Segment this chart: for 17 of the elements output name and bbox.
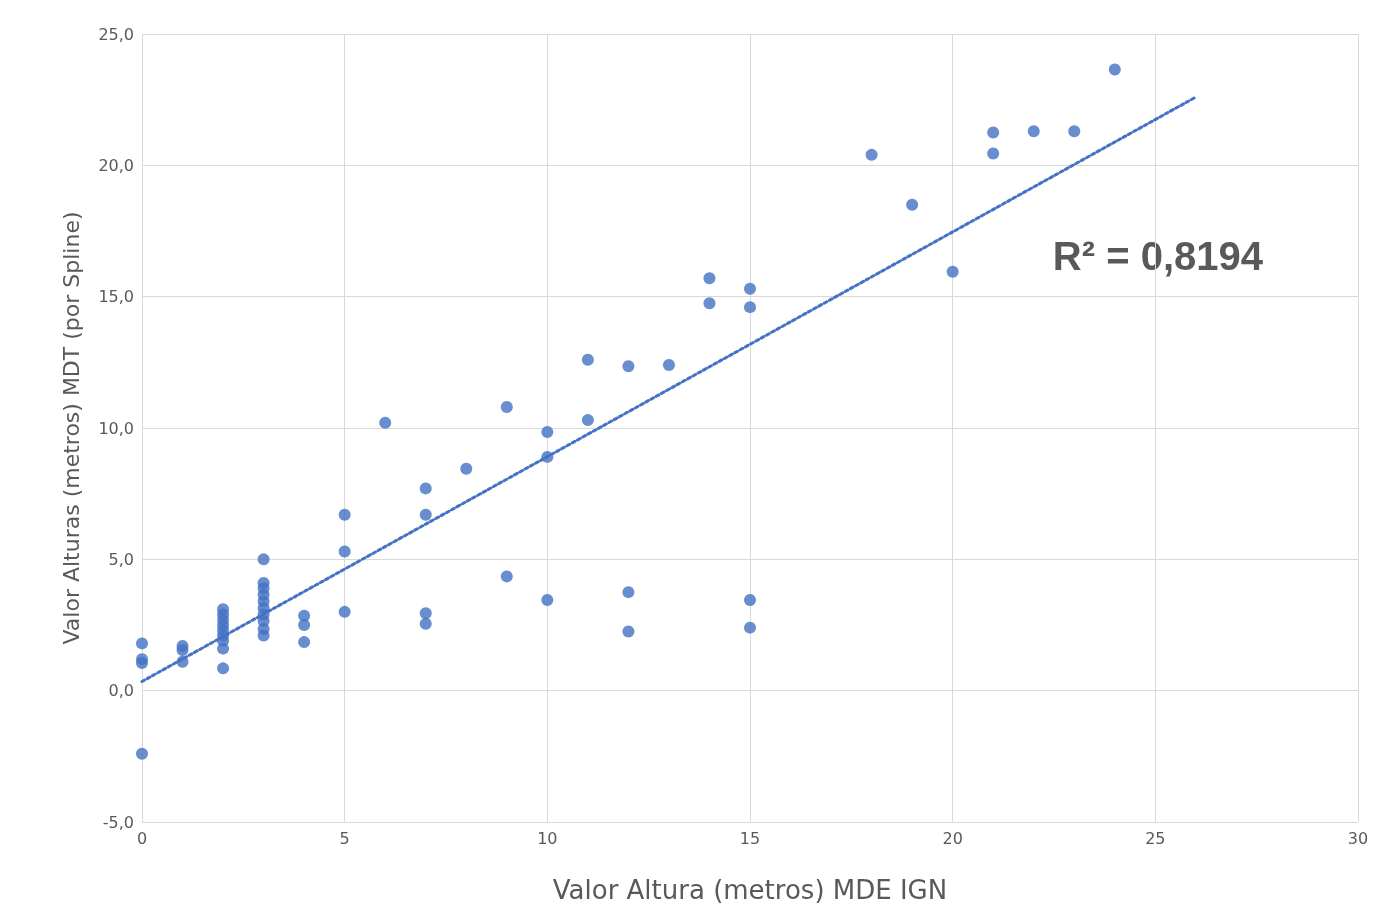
annotation: R² = 0,8194	[1052, 234, 1264, 278]
x-tick-label: 25	[1145, 828, 1166, 848]
x-axis-title: Valor Altura (metros) MDE IGN	[552, 875, 948, 905]
y-tick-label: 25,0	[98, 24, 134, 44]
x-tick-label: 30	[1347, 828, 1369, 848]
x-tick-label: 20	[942, 828, 963, 848]
x-tick-label: 0	[136, 828, 148, 848]
y-tick-label: 15,0	[98, 287, 134, 307]
x-tick-label: 10	[537, 828, 558, 848]
x-tick-label: 5	[339, 828, 350, 848]
y-tick-label: 0,0	[108, 681, 134, 701]
x-tick-label: 15	[739, 828, 761, 848]
y-tick-label: 10,0	[98, 418, 134, 438]
y-tick-label: -5,0	[102, 812, 134, 832]
y-axis-title: Valor Alturas (metros) MDT (por Spline)	[58, 211, 84, 645]
y-tick-label: 20,0	[98, 155, 134, 175]
y-tick-label: 5,0	[108, 549, 134, 569]
